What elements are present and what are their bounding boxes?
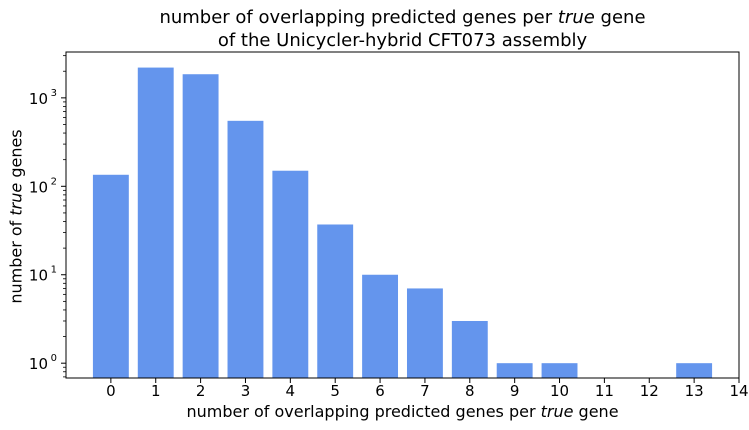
bar-7 (406, 288, 443, 378)
bar-9 (496, 363, 533, 378)
x-tick-label-14: 14 (729, 382, 748, 400)
x-tick-label-1: 1 (151, 382, 161, 400)
x-tick-label-5: 5 (330, 382, 340, 400)
y-tick-label-2: 10 (29, 178, 48, 196)
x-tick-label-10: 10 (550, 382, 569, 400)
bar-4 (272, 170, 309, 378)
x-tick-label-3: 3 (241, 382, 251, 400)
bar-2 (182, 74, 219, 378)
x-tick-label-11: 11 (595, 382, 614, 400)
y-tick-label-0: 10 (29, 355, 48, 373)
y-tick-exponent-2: 2 (51, 176, 57, 187)
bar-10 (541, 363, 578, 378)
x-tick-label-7: 7 (420, 382, 430, 400)
x-tick-label-9: 9 (510, 382, 520, 400)
x-tick-label-12: 12 (640, 382, 659, 400)
bar-8 (451, 320, 488, 378)
x-tick-label-2: 2 (196, 382, 206, 400)
x-axis-label: number of overlapping predicted genes pe… (186, 402, 619, 421)
y-tick-exponent-3: 3 (51, 88, 57, 99)
y-tick-label-3: 10 (29, 90, 48, 108)
y-tick-exponent-0: 0 (51, 353, 57, 364)
bar-6 (362, 274, 399, 378)
bar-13 (676, 363, 713, 378)
bar-5 (317, 224, 354, 378)
bar-0 (92, 174, 129, 378)
y-tick-exponent-1: 1 (51, 265, 57, 276)
x-tick-label-13: 13 (685, 382, 704, 400)
x-tick-label-4: 4 (286, 382, 296, 400)
y-axis-label: number of true genes (6, 129, 26, 304)
chart-title-line-2: of the Unicycler-hybrid CFT073 assembly (217, 30, 588, 51)
x-tick-label-8: 8 (465, 382, 475, 400)
x-tick-label-0: 0 (106, 382, 116, 400)
bar-3 (227, 120, 264, 378)
plot-frame (65, 51, 740, 379)
x-tick-label-6: 6 (375, 382, 385, 400)
y-tick-label-1: 10 (29, 267, 48, 285)
chart-title-line-1: number of overlapping predicted genes pe… (159, 7, 646, 28)
bar-1 (137, 67, 174, 378)
